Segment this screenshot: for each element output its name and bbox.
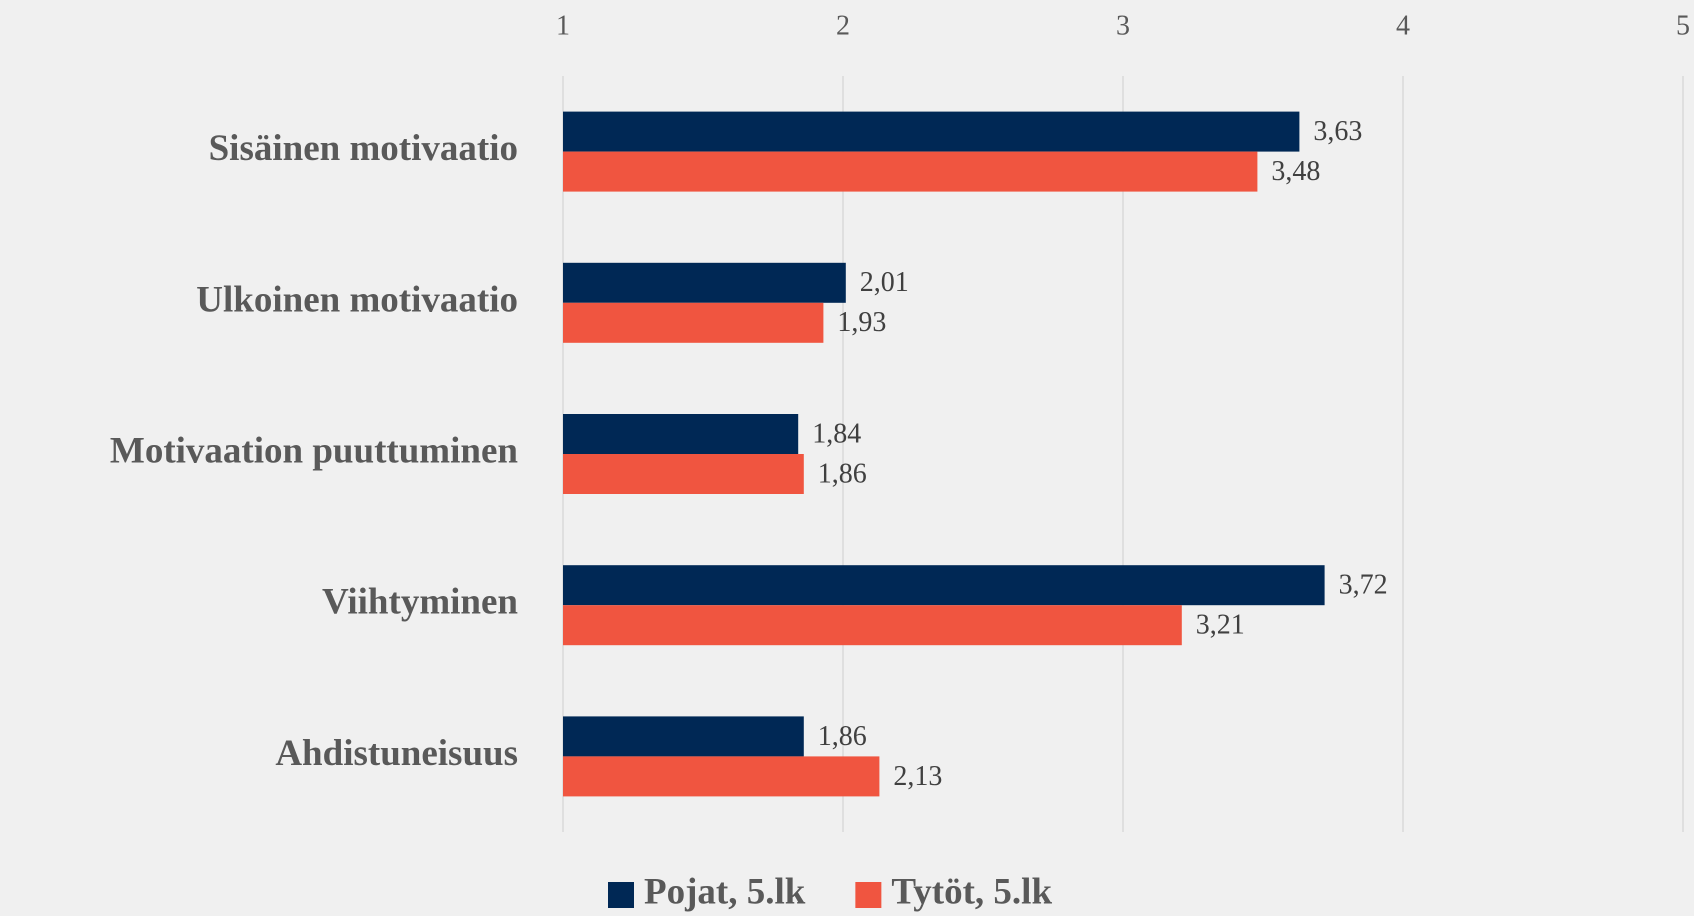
category-label: Ahdistuneisuus	[275, 733, 518, 774]
value-label: 1,93	[837, 307, 886, 338]
category-label: Viihtyminen	[322, 582, 518, 623]
bar	[563, 756, 880, 797]
bar	[563, 605, 1182, 646]
value-label: 1,86	[818, 721, 867, 752]
x-tick-label: 1	[556, 10, 570, 41]
bar	[563, 302, 824, 343]
value-label: 3,72	[1339, 570, 1388, 601]
bar	[563, 111, 1300, 152]
value-label: 2,13	[893, 761, 942, 792]
value-label: 3,21	[1196, 610, 1245, 641]
bar	[563, 454, 804, 494]
category-label: Ulkoinen motivaatio	[196, 279, 518, 320]
value-label: 1,86	[818, 458, 867, 489]
x-tick-label: 4	[1396, 10, 1410, 41]
category-label: Motivaation puuttuminen	[110, 430, 519, 471]
legend-label: Pojat, 5.lk	[644, 871, 806, 912]
bar	[563, 151, 1258, 192]
legend-swatch	[608, 882, 634, 908]
bar	[563, 414, 799, 454]
value-label: 2,01	[860, 267, 909, 298]
legend-label: Tytöt, 5.lk	[891, 871, 1052, 912]
legend-swatch	[855, 882, 882, 908]
bar	[563, 262, 846, 303]
bar	[563, 565, 1325, 606]
x-tick-label: 2	[836, 10, 850, 41]
value-label: 3,63	[1313, 116, 1362, 147]
value-label: 3,48	[1271, 156, 1320, 187]
x-tick-label: 5	[1676, 10, 1690, 41]
bar	[563, 716, 804, 757]
value-label: 1,84	[812, 418, 861, 449]
x-tick-label: 3	[1116, 10, 1130, 41]
category-label: Sisäinen motivaatio	[209, 128, 518, 169]
